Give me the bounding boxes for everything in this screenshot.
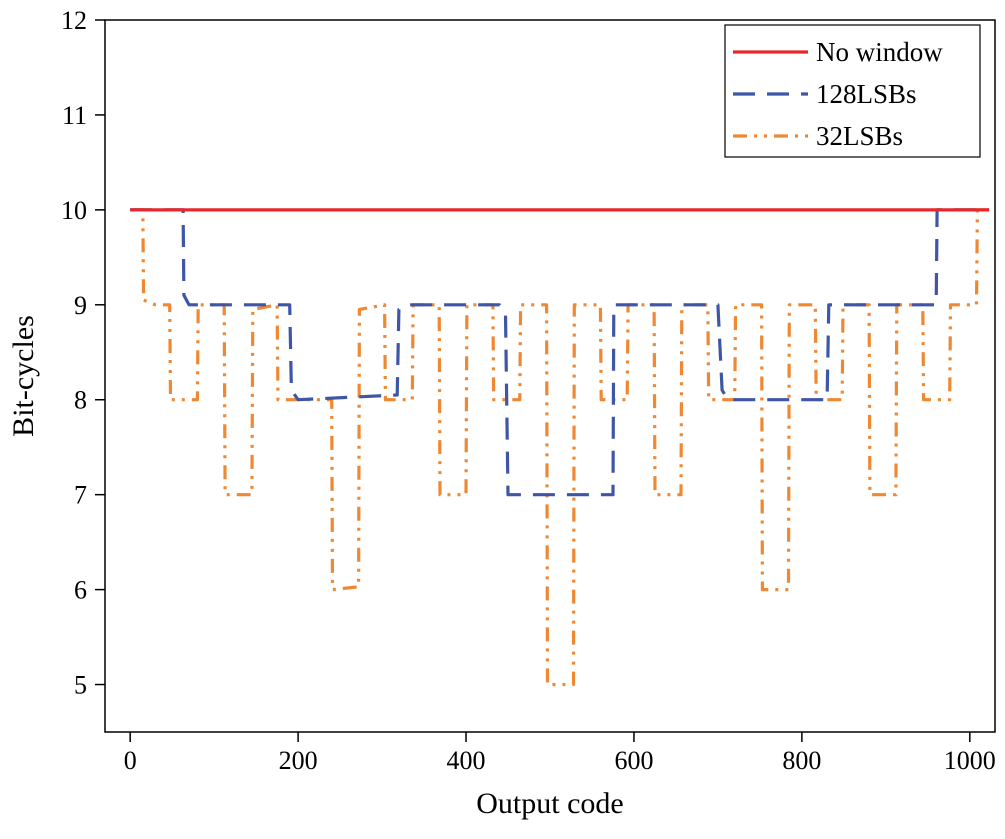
y-tick-label: 11	[62, 101, 87, 130]
y-axis-title: Bit-cycles	[7, 315, 40, 437]
legend-box	[724, 24, 981, 158]
y-tick-label: 5	[74, 671, 87, 700]
x-tick-label: 1000	[944, 746, 996, 775]
x-tick-label: 600	[614, 746, 653, 775]
legend-label-1: 128LSBs	[816, 79, 917, 109]
legend-label-0: No window	[816, 37, 943, 67]
y-tick-label: 9	[74, 291, 87, 320]
series-line-2	[130, 208, 990, 687]
y-tick-label: 8	[74, 386, 87, 415]
x-tick-label: 200	[279, 746, 318, 775]
y-axis: 5 6 7 8 9 10 11 12	[61, 6, 105, 700]
x-tick-label: 800	[782, 746, 821, 775]
y-tick-label: 6	[74, 576, 87, 605]
y-tick-label: 12	[61, 6, 87, 35]
x-axis: 0 200 400 600 800 1000	[124, 732, 996, 775]
axes-frame	[104, 19, 996, 733]
x-axis-title: Output code	[476, 787, 623, 820]
y-tick-label: 10	[61, 196, 87, 225]
plot-area	[130, 208, 990, 687]
y-tick-label: 7	[74, 481, 87, 510]
legend-label-2: 32LSBs	[816, 121, 903, 151]
series-line-1	[130, 208, 990, 497]
x-tick-label: 400	[447, 746, 486, 775]
legend: No window 128LSBs 32LSBs	[724, 24, 981, 158]
x-tick-label: 0	[124, 746, 137, 775]
